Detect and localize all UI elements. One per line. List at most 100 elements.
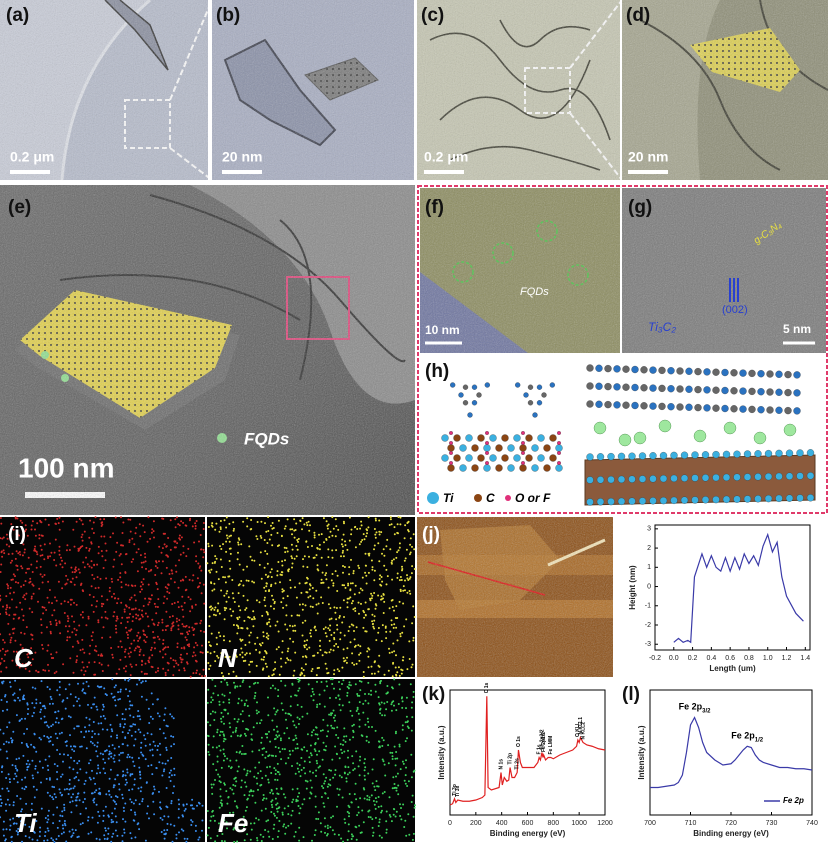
atom bbox=[617, 497, 626, 506]
atom bbox=[483, 464, 491, 472]
atom bbox=[521, 431, 525, 435]
atom bbox=[730, 387, 738, 395]
atom bbox=[471, 384, 478, 390]
atom bbox=[784, 370, 792, 379]
atom bbox=[701, 474, 710, 482]
atom bbox=[607, 497, 615, 506]
quantum-dot bbox=[618, 433, 632, 447]
atom bbox=[649, 384, 657, 392]
atom bbox=[532, 412, 538, 418]
texture bbox=[212, 0, 414, 180]
panel-label: (f) bbox=[425, 197, 444, 218]
atom bbox=[722, 450, 731, 459]
atom bbox=[501, 454, 509, 462]
x-tick-label: 700 bbox=[644, 820, 656, 827]
atom bbox=[793, 407, 801, 415]
atom bbox=[595, 382, 603, 390]
y-tick-label: -2 bbox=[645, 622, 651, 629]
atom bbox=[733, 473, 741, 481]
scale-bar-label: 10 nm bbox=[425, 323, 460, 337]
atom bbox=[613, 365, 621, 373]
quantum-dot bbox=[593, 421, 607, 435]
atom bbox=[703, 386, 711, 394]
atom bbox=[743, 473, 752, 481]
atom bbox=[785, 449, 794, 457]
atom bbox=[549, 434, 557, 442]
atom bbox=[685, 367, 693, 375]
legend-label: O or F bbox=[515, 491, 551, 505]
x-tick-label: 0.6 bbox=[725, 655, 735, 662]
atom bbox=[449, 451, 453, 455]
atom bbox=[515, 382, 521, 388]
atom bbox=[712, 450, 720, 459]
atom bbox=[471, 444, 479, 452]
x-axis-label: Binding energy (eV) bbox=[490, 829, 566, 838]
atom bbox=[453, 454, 461, 462]
atom bbox=[476, 392, 482, 398]
atom bbox=[471, 400, 478, 406]
atom bbox=[739, 387, 747, 395]
atom bbox=[458, 392, 464, 398]
map-label: C bbox=[14, 643, 34, 673]
atom bbox=[667, 403, 675, 411]
atom bbox=[447, 464, 455, 472]
atom bbox=[754, 473, 762, 481]
atom bbox=[586, 498, 594, 506]
scale-bar-label: 20 nm bbox=[628, 149, 668, 165]
atom bbox=[796, 449, 804, 457]
atom bbox=[586, 400, 594, 408]
atom bbox=[757, 370, 765, 378]
x-tick-label: 200 bbox=[470, 820, 482, 827]
atom bbox=[775, 472, 783, 481]
atom bbox=[667, 367, 675, 375]
atom bbox=[501, 434, 509, 442]
atom bbox=[507, 464, 515, 472]
peak-label-sub: 3/2 bbox=[702, 708, 711, 714]
y-tick-label: -3 bbox=[645, 641, 651, 648]
peak-label-main: Fe 2p bbox=[731, 731, 755, 741]
x-tick-label: 1.0 bbox=[763, 655, 773, 662]
atom bbox=[631, 383, 639, 392]
x-tick-label: 740 bbox=[806, 820, 818, 827]
atom bbox=[586, 364, 594, 372]
atom bbox=[640, 366, 648, 374]
atom bbox=[557, 461, 561, 465]
atom bbox=[764, 494, 773, 503]
atom bbox=[721, 404, 729, 413]
peak-label: Ti 3s bbox=[455, 785, 461, 797]
panel-label: (g) bbox=[628, 197, 652, 218]
plot-frame bbox=[449, 689, 606, 816]
atom bbox=[622, 383, 630, 391]
atom bbox=[595, 400, 603, 408]
atom bbox=[796, 494, 804, 502]
atom bbox=[549, 382, 555, 388]
eds-map bbox=[0, 679, 205, 842]
atom bbox=[489, 434, 497, 442]
atom bbox=[766, 406, 774, 414]
atom bbox=[784, 406, 792, 415]
atom bbox=[703, 368, 711, 376]
x-tick-label: 800 bbox=[547, 820, 559, 827]
peak-label: Ti 3p bbox=[452, 784, 458, 796]
atom bbox=[722, 473, 731, 482]
atom bbox=[462, 384, 469, 390]
scale-bar-label: 5 nm bbox=[783, 322, 811, 336]
peak-label: N KLL2 bbox=[580, 722, 586, 740]
atom bbox=[806, 472, 815, 480]
atom bbox=[521, 451, 525, 455]
y-tick-label: 0 bbox=[647, 583, 651, 590]
x-tick-label: 1000 bbox=[571, 820, 587, 827]
x-tick-label: 710 bbox=[685, 820, 697, 827]
texture bbox=[417, 517, 613, 677]
y-axis-label: Intensity (a.u.) bbox=[637, 725, 646, 780]
atom bbox=[730, 369, 738, 377]
peak-label: Fe 2p3/2 bbox=[539, 729, 545, 749]
atom bbox=[691, 451, 699, 459]
texture bbox=[622, 188, 826, 353]
atom bbox=[513, 434, 521, 442]
peak-label: O KLL bbox=[575, 722, 581, 737]
atom bbox=[733, 450, 741, 458]
atom bbox=[555, 444, 563, 452]
y-axis-label: Height (nm) bbox=[628, 565, 637, 610]
legend-label: C bbox=[486, 491, 495, 505]
